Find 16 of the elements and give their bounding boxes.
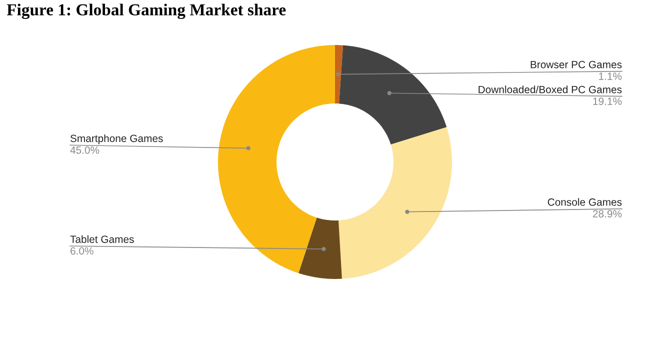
slice-label: Smartphone Games [70, 134, 163, 144]
donut-slice [335, 45, 344, 104]
donut-slice [338, 127, 452, 279]
data-label: 1.1% [599, 72, 622, 80]
data-label: 28.9% [592, 210, 622, 218]
data-label: 19.1% [593, 98, 622, 105]
slice-label: Tablet Games [70, 235, 134, 243]
donut-slice [218, 45, 335, 274]
slice-label: Console Games [548, 198, 622, 206]
donut-slice [298, 218, 342, 279]
data-label: 6.0% [70, 247, 94, 255]
data-label: 45.0% [70, 146, 100, 154]
slice-label: Downloaded/Boxed PC Games [478, 86, 622, 94]
slice-label: Browser PC Games [530, 60, 622, 68]
donut-slice [339, 45, 447, 145]
chart-title: Figure 1: Global Gaming Market share [6, 4, 286, 19]
